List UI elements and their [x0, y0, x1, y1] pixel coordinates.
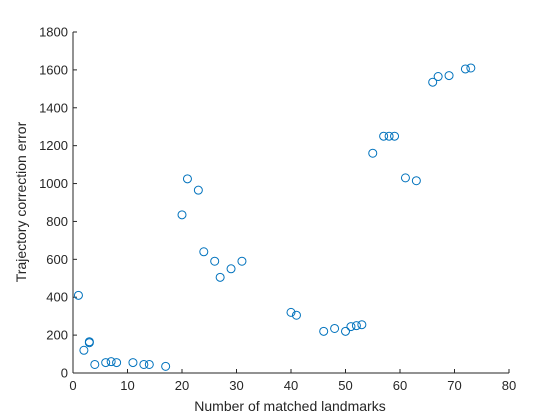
data-point — [106, 357, 116, 367]
data-point — [128, 358, 138, 368]
data-point — [101, 358, 111, 368]
x-tick-label: 70 — [447, 378, 461, 393]
data-point — [368, 148, 378, 158]
x-tick-label: 40 — [284, 378, 298, 393]
y-tick-label: 200 — [46, 328, 68, 343]
data-point — [330, 323, 340, 333]
x-tick-label: 0 — [69, 378, 76, 393]
x-axis-label: Number of matched landmarks — [194, 398, 385, 414]
data-point — [210, 256, 220, 266]
x-tick-label: 20 — [175, 378, 189, 393]
y-tick-label: 800 — [46, 214, 68, 229]
data-point — [390, 131, 400, 141]
data-point — [161, 361, 171, 371]
data-point — [286, 307, 296, 317]
data-point — [400, 173, 410, 183]
y-tick-label: 1600 — [39, 62, 68, 77]
data-point — [193, 185, 203, 195]
data-point — [357, 320, 367, 330]
data-point — [466, 63, 476, 73]
data-point — [428, 77, 438, 87]
x-tick-label: 80 — [502, 378, 516, 393]
data-point — [199, 247, 209, 257]
data-point — [291, 310, 301, 320]
y-tick-label: 600 — [46, 252, 68, 267]
data-point — [144, 359, 154, 369]
y-axis-label: Trajectory correction error — [13, 121, 29, 282]
data-point — [346, 322, 356, 332]
x-tick-label: 60 — [393, 378, 407, 393]
y-tick-label: 0 — [61, 366, 68, 381]
data-point — [177, 210, 187, 220]
y-tick-label: 1200 — [39, 138, 68, 153]
axes: 0 10 20 30 40 50 60 70 8002004006008001000120014… — [39, 25, 516, 394]
data-point — [460, 64, 470, 74]
x-tick-label: 30 — [229, 378, 243, 393]
data-point — [341, 326, 350, 336]
x-tick-label: 50 — [338, 378, 352, 393]
y-tick-label: 1800 — [39, 25, 68, 40]
data-point — [226, 264, 236, 274]
data-point — [411, 176, 421, 186]
data-point — [319, 326, 329, 336]
data-point — [182, 174, 192, 184]
data-point — [215, 272, 225, 282]
data-point — [73, 290, 83, 300]
data-point — [237, 256, 247, 266]
data-point — [444, 71, 454, 81]
data-point — [112, 358, 122, 368]
data-point — [351, 321, 361, 331]
data-point — [79, 345, 89, 355]
y-tick-label: 1000 — [39, 176, 68, 191]
data-point — [90, 359, 100, 369]
data-point — [139, 359, 149, 369]
data-point — [379, 131, 389, 141]
data-point — [433, 72, 443, 82]
data-points — [73, 63, 476, 371]
data-point — [84, 337, 94, 347]
data-point — [384, 131, 394, 141]
y-tick-label: 400 — [46, 290, 68, 305]
y-tick-label: 1400 — [39, 100, 68, 115]
x-tick-label: 10 — [120, 378, 134, 393]
